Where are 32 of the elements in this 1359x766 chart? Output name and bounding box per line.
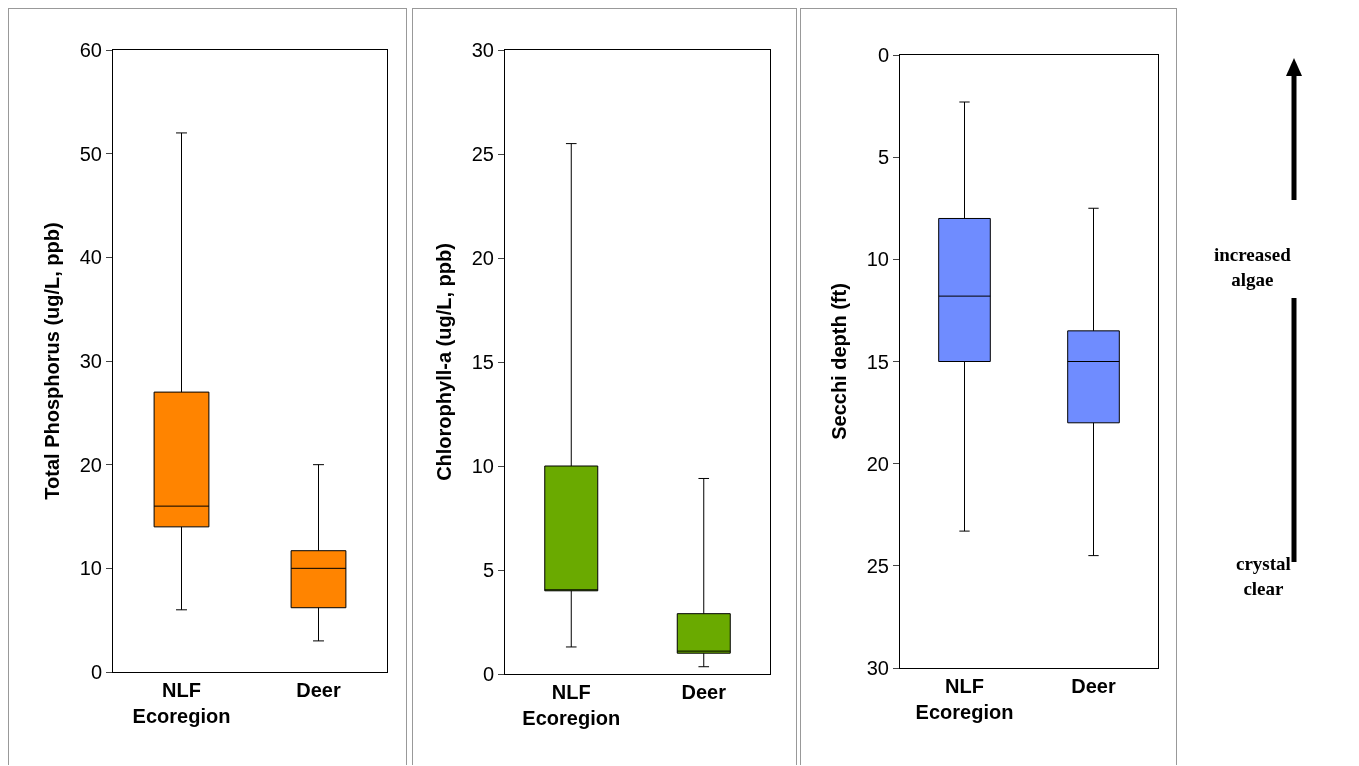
x-tick-label: NLF Ecoregion [915,675,1014,723]
y-tick-label: 10 [866,248,889,271]
text: crystal clear [1236,553,1291,599]
y-tick-label: 5 [482,559,494,581]
y-tick-label: 25 [866,554,889,577]
x-tick-label: Deer [1071,675,1116,697]
y-tick-label: 30 [866,657,889,679]
y-tick-label: 50 [79,142,102,165]
x-tick-label: NLF Ecoregion [522,681,621,729]
y-tick-label: 60 [79,39,102,61]
y-tick-label: 20 [471,247,494,269]
text: increased algae [1214,244,1292,290]
y-tick-label: 30 [471,39,494,61]
y-tick-label: 20 [866,452,889,475]
x-tick-label: Deer [296,679,341,701]
y-tick-label: 10 [471,455,494,477]
y-tick-label: 15 [866,350,889,373]
x-tick-label: NLF Ecoregion [132,679,231,727]
y-tick-label: 15 [471,351,494,373]
y-axis-title: Chlorophyll-a (ug/L, ppb) [433,243,456,481]
y-tick-label: 0 [482,663,494,685]
y-axis-title: Secchi depth (ft) [828,283,851,440]
x-tick-label: Deer [681,681,727,703]
y-tick-label: 5 [877,146,889,169]
y-tick-label: 25 [471,143,494,165]
y-tick-label: 20 [79,453,102,476]
y-tick-label: 30 [79,350,102,372]
y-tick-label: 40 [79,246,102,269]
y-tick-label: 0 [877,44,889,66]
y-tick-label: 10 [79,557,102,580]
y-axis-title: Total Phosphorus (ug/L, ppb) [41,222,64,500]
y-tick-label: 0 [90,661,102,683]
